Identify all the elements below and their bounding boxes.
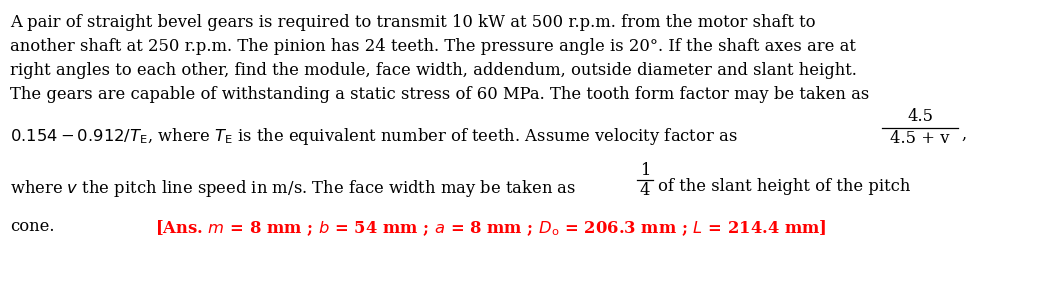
Text: [Ans. $m$ = 8 mm ; $b$ = 54 mm ; $a$ = 8 mm ; $D_{\mathrm{o}}$ = 206.3 mm ; $L$ : [Ans. $m$ = 8 mm ; $b$ = 54 mm ; $a$ = 8… xyxy=(155,218,826,238)
Text: $0.154 - 0.912/T_{\mathrm{E}}$, where $T_{\mathrm{E}}$ is the equivalent number : $0.154 - 0.912/T_{\mathrm{E}}$, where $T… xyxy=(10,126,737,147)
Text: of the slant height of the pitch: of the slant height of the pitch xyxy=(658,178,910,195)
Text: 4.5 + v: 4.5 + v xyxy=(890,130,950,147)
Text: ,: , xyxy=(961,126,966,143)
Text: cone.: cone. xyxy=(10,218,55,235)
Text: 1: 1 xyxy=(640,162,650,179)
Text: right angles to each other, find the module, face width, addendum, outside diame: right angles to each other, find the mod… xyxy=(10,62,857,79)
Text: where $v$ the pitch line speed in m/s. The face width may be taken as: where $v$ the pitch line speed in m/s. T… xyxy=(10,178,577,199)
Text: 4: 4 xyxy=(640,182,650,199)
Text: 4.5: 4.5 xyxy=(907,108,933,125)
Text: A pair of straight bevel gears is required to transmit 10 kW at 500 r.p.m. from : A pair of straight bevel gears is requir… xyxy=(10,14,815,31)
Text: The gears are capable of withstanding a static stress of 60 MPa. The tooth form : The gears are capable of withstanding a … xyxy=(10,86,869,103)
Text: another shaft at 250 r.p.m. The pinion has 24 teeth. The pressure angle is 20°. : another shaft at 250 r.p.m. The pinion h… xyxy=(10,38,856,55)
